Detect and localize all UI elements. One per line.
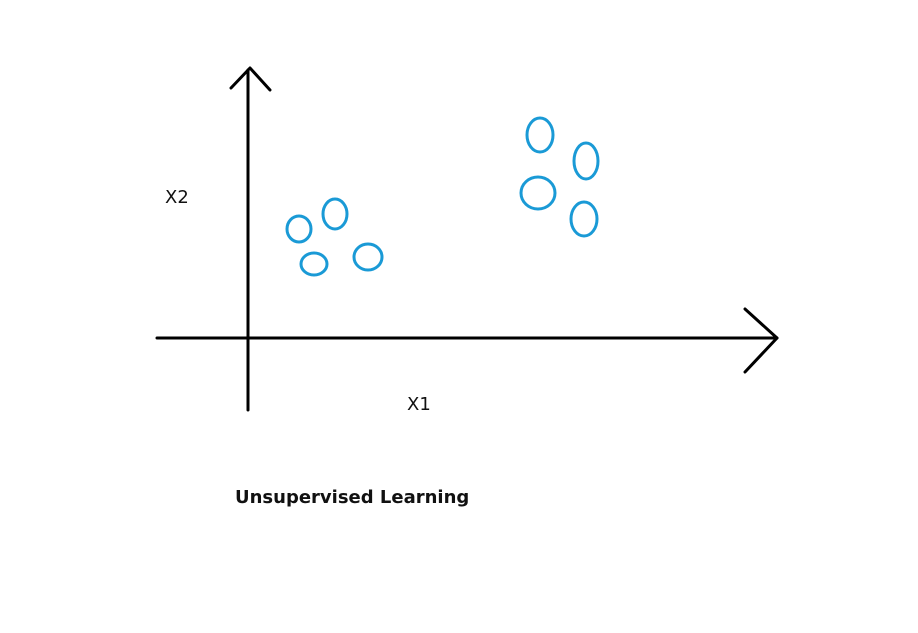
caption: Unsupervised Learning xyxy=(235,487,470,508)
x-axis-label: X1 xyxy=(407,394,431,415)
data-point xyxy=(569,200,599,238)
data-point xyxy=(285,214,313,244)
data-point xyxy=(299,251,329,277)
cluster-left xyxy=(285,197,384,277)
y-axis-label: X2 xyxy=(165,187,189,208)
y-axis-arrowhead xyxy=(229,66,272,92)
axes xyxy=(155,66,779,412)
cluster-right xyxy=(519,116,600,238)
data-point xyxy=(321,197,349,231)
x-axis-arrowhead xyxy=(743,307,779,374)
data-point xyxy=(519,175,557,211)
data-point xyxy=(525,116,555,154)
data-point xyxy=(352,242,384,272)
data-point xyxy=(572,141,600,181)
